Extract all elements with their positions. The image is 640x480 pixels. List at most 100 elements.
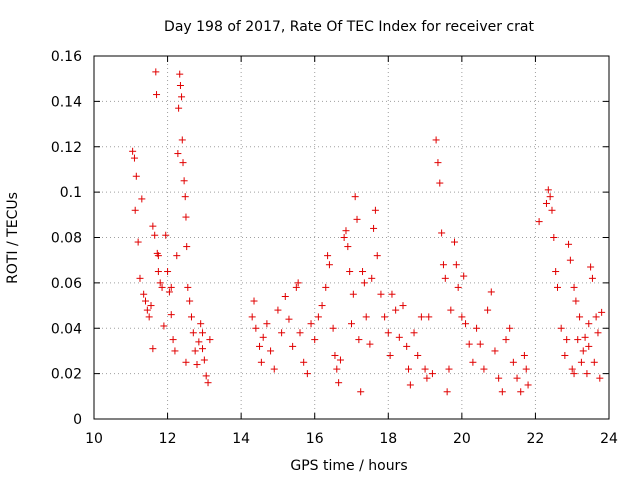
y-tick-label: 0.16 — [51, 49, 82, 65]
data-point — [296, 329, 304, 337]
data-point — [325, 261, 333, 269]
data-point — [175, 104, 183, 112]
data-point — [373, 252, 381, 260]
data-point — [447, 306, 455, 314]
data-point — [145, 313, 153, 321]
data-point — [153, 91, 161, 99]
data-point — [592, 313, 600, 321]
y-tick-label: 0.04 — [51, 321, 82, 337]
x-tick-label: 16 — [306, 431, 324, 447]
data-point — [156, 279, 164, 287]
data-point — [154, 268, 162, 276]
data-point — [581, 333, 589, 341]
data-point — [570, 370, 578, 378]
data-point — [417, 313, 425, 321]
data-point — [204, 379, 212, 387]
data-point — [439, 261, 447, 269]
data-point — [263, 320, 271, 328]
data-point — [169, 336, 177, 344]
data-point — [423, 374, 431, 382]
data-point — [509, 358, 517, 366]
data-point — [368, 274, 376, 282]
y-tick-label: 0.06 — [51, 276, 82, 292]
data-point — [178, 93, 186, 101]
data-point — [140, 290, 148, 298]
data-point — [441, 274, 449, 282]
data-point — [392, 306, 400, 314]
data-point — [596, 374, 604, 382]
y-tick-label: 0.14 — [51, 94, 82, 110]
data-point — [318, 302, 326, 310]
data-point — [181, 193, 189, 201]
data-point — [524, 381, 532, 389]
data-point — [176, 70, 184, 78]
data-point — [574, 336, 582, 344]
data-point — [371, 206, 379, 214]
data-point — [142, 297, 149, 305]
data-point — [480, 365, 488, 373]
data-point — [324, 252, 332, 260]
data-point — [381, 313, 389, 321]
data-point — [344, 243, 352, 251]
data-point — [585, 342, 593, 350]
data-point — [566, 256, 574, 264]
y-tick-label: 0.12 — [51, 140, 82, 156]
data-point — [178, 136, 186, 144]
data-point — [336, 356, 344, 364]
data-point — [173, 252, 181, 260]
data-point — [131, 206, 139, 214]
data-point — [577, 358, 585, 366]
data-point — [129, 147, 137, 155]
x-tick-label: 14 — [232, 431, 250, 447]
data-point — [171, 347, 179, 355]
data-point — [189, 329, 197, 337]
data-point — [202, 372, 210, 380]
data-point — [149, 222, 157, 230]
data-point — [147, 302, 155, 310]
data-point — [191, 347, 199, 355]
data-point — [130, 154, 138, 162]
data-markers — [129, 68, 606, 396]
data-point — [370, 224, 378, 232]
data-point — [346, 268, 354, 276]
data-point — [206, 336, 214, 344]
data-point — [267, 347, 275, 355]
data-point — [132, 172, 140, 180]
data-point — [498, 388, 506, 396]
x-tick-label: 24 — [600, 431, 618, 447]
data-point — [520, 351, 528, 359]
data-point — [256, 342, 264, 350]
data-point — [462, 320, 470, 328]
data-point — [495, 374, 503, 382]
data-point — [179, 159, 187, 167]
y-tick-label: 0 — [73, 412, 82, 428]
data-point — [557, 324, 565, 332]
data-point — [197, 320, 205, 328]
data-point — [403, 342, 411, 350]
data-point — [285, 315, 293, 323]
data-point — [445, 365, 453, 373]
grid — [94, 56, 609, 419]
data-point — [151, 231, 159, 239]
x-tick-label: 10 — [85, 431, 103, 447]
y-tick-label: 0.1 — [60, 185, 82, 201]
data-point — [406, 381, 414, 389]
data-point — [386, 351, 394, 359]
data-point — [199, 345, 207, 353]
data-point — [281, 292, 289, 300]
x-tick-label: 12 — [159, 431, 177, 447]
data-point — [362, 313, 370, 321]
data-point — [348, 320, 355, 328]
data-point — [252, 324, 260, 332]
data-point — [598, 308, 606, 316]
data-point — [517, 388, 525, 396]
data-point — [333, 365, 341, 373]
data-point — [388, 290, 396, 298]
data-point — [187, 313, 195, 321]
data-point — [465, 340, 473, 348]
data-point — [552, 268, 560, 276]
data-point — [143, 306, 151, 314]
data-point — [248, 313, 256, 321]
data-point — [257, 358, 265, 366]
data-point — [458, 313, 466, 321]
